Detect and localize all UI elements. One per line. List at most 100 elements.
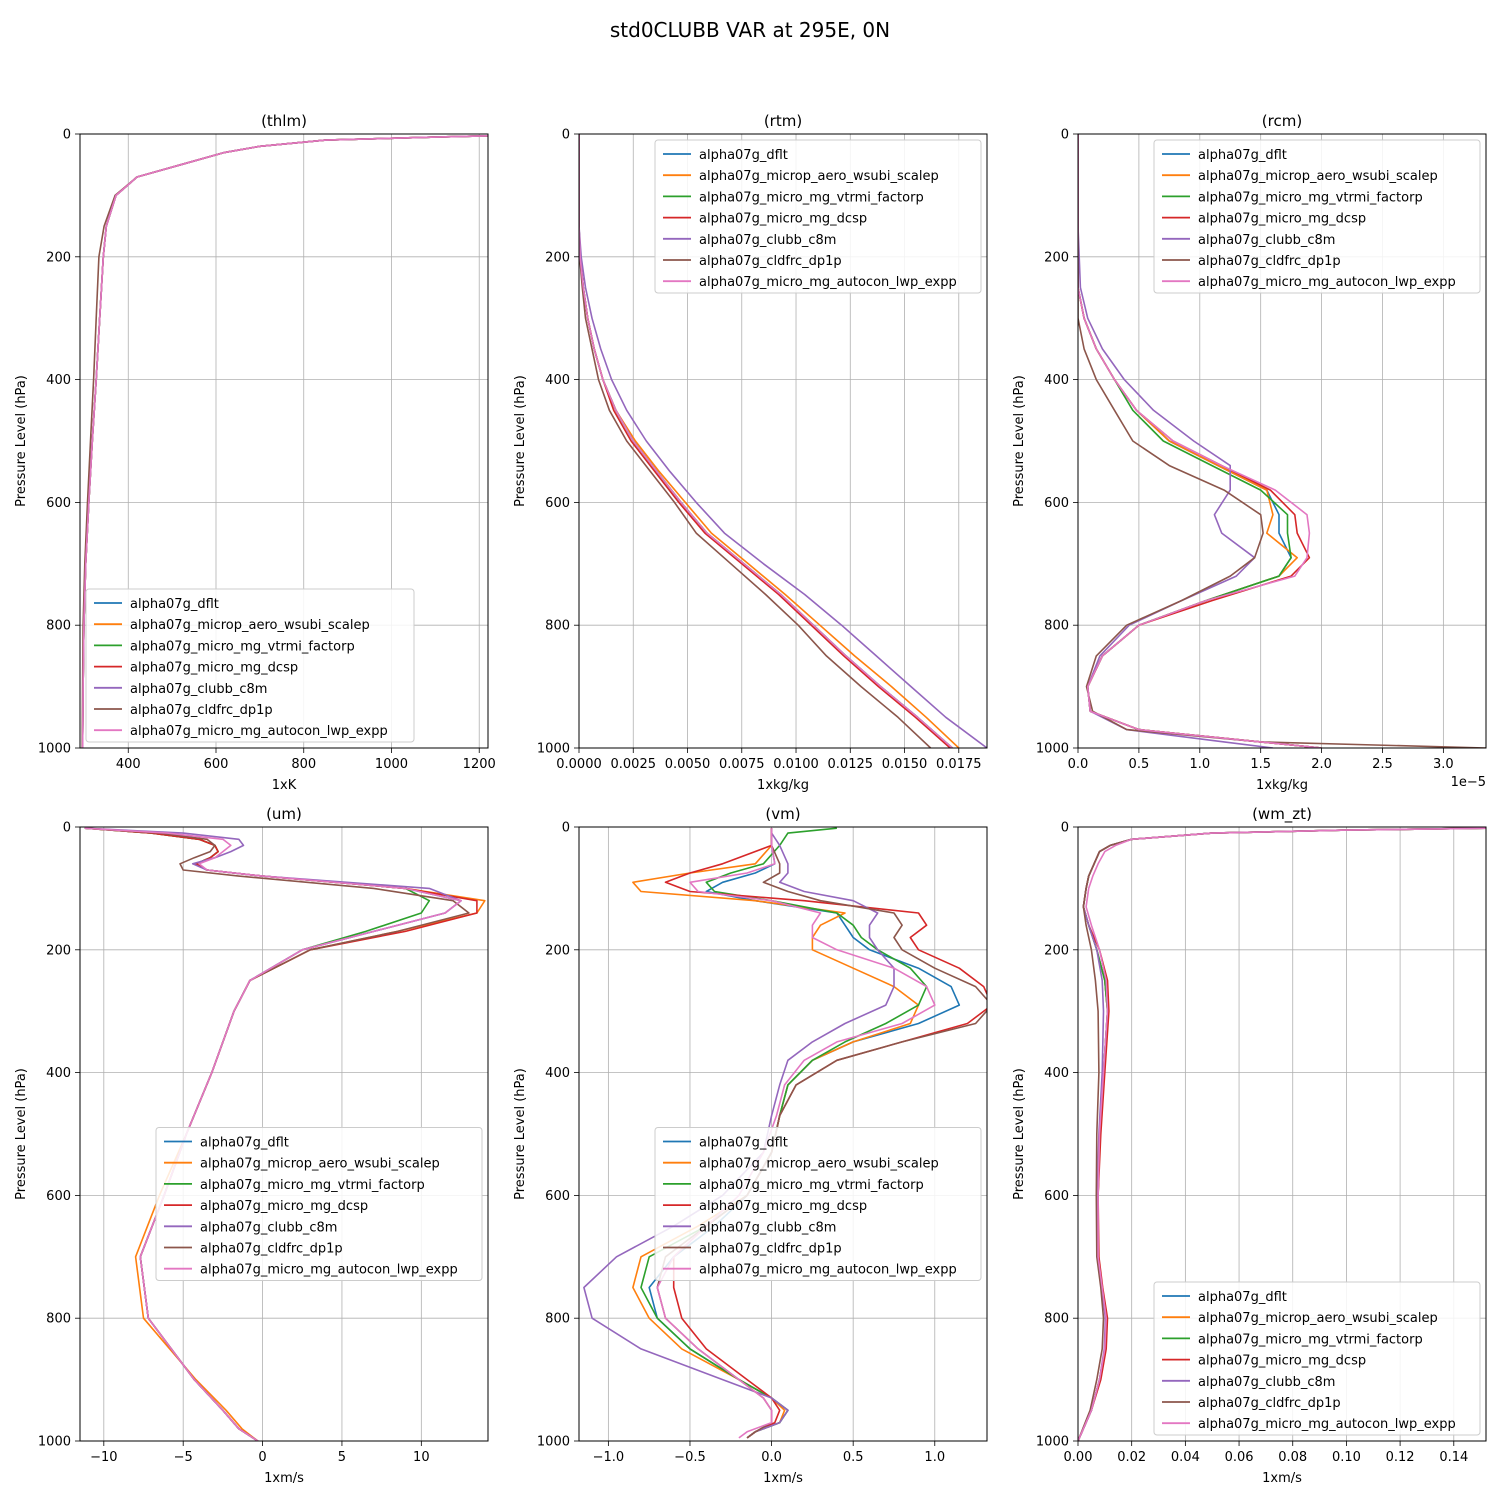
y-tick-label: 200 [46,250,71,265]
panel-title: (wm_zt) [1252,805,1312,824]
x-tick-label: 1200 [463,757,496,772]
y-tick-label: 200 [1044,250,1069,265]
y-tick-label: 400 [545,373,570,388]
legend-entry: alpha07g_microp_aero_wsubi_scalep [200,1157,440,1172]
y-axis-label: Pressure Level (hPa) [1012,1068,1027,1200]
legend-entry: alpha07g_clubb_c8m [130,682,267,697]
axes-frame [1077,826,1487,1442]
legend-entry: alpha07g_micro_mg_dcsp [699,1199,867,1214]
legend-entry: alpha07g_microp_aero_wsubi_scalep [130,618,370,633]
x-tick-label: 800 [291,757,316,772]
y-tick-label: 800 [1044,619,1069,634]
axes-frame [79,133,489,749]
y-tick-label: 400 [46,373,71,388]
y-tick-label: 200 [545,943,570,958]
legend-entry: alpha07g_microp_aero_wsubi_scalep [1198,169,1438,184]
x-tick-label: 1.0 [1189,757,1210,772]
x-tick-label: 2.0 [1311,757,1332,772]
y-tick-label: 0 [1061,128,1069,143]
y-axis-label: Pressure Level (hPa) [1012,375,1027,507]
legend-entry: alpha07g_dflt [1198,148,1287,163]
x-tick-label: −1.0 [593,1450,625,1465]
x-tick-label: 0.14 [1439,1450,1468,1465]
y-tick-label: 600 [46,496,71,511]
x-tick-label: 0.5 [843,1450,864,1465]
legend-entry: alpha07g_dflt [1198,1290,1287,1305]
legend-entry: alpha07g_dflt [130,597,219,612]
series-line-alpha07g_clubb_c8m [579,134,987,748]
legend-entry: alpha07g_micro_mg_dcsp [130,661,298,676]
x-axis-label: 1xkg/kg [757,778,809,793]
panel-thlm: 400 600 800 1000 1200 0 200 400 600 800 1000 (thlm)… [14,112,496,793]
legend-box [1153,1281,1481,1436]
legend-box [85,588,415,743]
legend-entry: alpha07g_micro_mg_autocon_lwp_expp [200,1263,458,1278]
y-tick-label: 400 [545,1066,570,1081]
x-tick-label: 5 [338,1450,346,1465]
y-tick-label: 400 [1044,1066,1069,1081]
panel-rcm: 0.0 0.5 1.0 1.5 2.0 2.5 3.0 0 200 400 600 800 1000 (r… [1012,112,1487,793]
y-tick-label: 400 [46,1066,71,1081]
x-tick-label: 0.08 [1278,1450,1307,1465]
x-tick-label: 0.04 [1171,1450,1200,1465]
legend-entry: alpha07g_micro_mg_autocon_lwp_expp [1198,1417,1456,1432]
x-tick-label: 400 [116,757,141,772]
x-tick-label: 0.0 [761,1450,782,1465]
x-tick-label: −0.5 [674,1450,706,1465]
y-tick-label: 600 [1044,1189,1069,1204]
x-tick-label: 1.5 [1250,757,1271,772]
legend-entry: alpha07g_clubb_c8m [699,233,836,248]
x-tick-label: 0.12 [1386,1450,1415,1465]
y-axis-label: Pressure Level (hPa) [513,375,528,507]
axes-frame [578,133,988,749]
legend-entry: alpha07g_micro_mg_vtrmi_factorp [200,1178,425,1193]
legend-entry: alpha07g_dflt [200,1136,289,1151]
y-tick-label: 1000 [537,1435,570,1450]
legend-entry: alpha07g_dflt [699,148,788,163]
y-tick-label: 0 [562,821,570,836]
y-tick-label: 800 [1044,1312,1069,1327]
x-tick-label: 0.5 [1129,757,1150,772]
x-tick-label: 0.06 [1225,1450,1254,1465]
y-tick-label: 200 [46,943,71,958]
series-line-alpha07g_cldfrc_dp1p [579,134,932,748]
x-tick-label: 0.0125 [828,757,874,772]
series-line-alpha07g_micro_mg_vtrmi_factorp [640,827,928,1439]
y-tick-label: 400 [1044,373,1069,388]
x-tick-label: −10 [90,1450,117,1465]
x-tick-label: −5 [174,1450,193,1465]
series-line-alpha07g_micro_mg_autocon_lwp_expp [656,828,936,1439]
legend-entry: alpha07g_clubb_c8m [699,1220,836,1235]
x-tick-label: 1000 [375,757,408,772]
series-line-alpha07g_micro_mg_autocon_lwp_expp [81,135,488,748]
y-tick-label: 0 [562,128,570,143]
legend-entry: alpha07g_micro_mg_autocon_lwp_expp [130,724,388,739]
y-tick-label: 1000 [1036,1435,1069,1450]
x-tick-label: 0.00 [1064,1450,1093,1465]
x-tick-label: 600 [204,757,229,772]
panel-wm-zt: 0.00 0.02 0.04 0.06 0.08 0.10 0.12 0.14 0 200 400 6… [1012,805,1487,1486]
x-axis-label: 1xm/s [264,1471,304,1486]
x-tick-label: 0.10 [1332,1450,1361,1465]
y-tick-label: 600 [545,496,570,511]
y-tick-label: 0 [63,821,71,836]
y-tick-label: 800 [46,619,71,634]
axes-frame [1077,133,1487,749]
y-tick-label: 1000 [38,1435,71,1450]
x-tick-label: 0.0000 [556,757,602,772]
x-tick-label: 10 [413,1450,430,1465]
legend-entry: alpha07g_micro_mg_dcsp [200,1199,368,1214]
panel-um: −10 −5 0 5 10 0 200 400 600 800 1000 (um) 1xm/s Press… [14,805,489,1486]
x-tick-label: 0.0100 [773,757,819,772]
y-axis-label: Pressure Level (hPa) [14,1068,29,1200]
y-tick-label: 600 [1044,496,1069,511]
series-line-alpha07g_micro_mg_autocon_lwp_expp [1078,827,1486,1441]
legend-entry: alpha07g_dflt [699,1136,788,1151]
legend-entry: alpha07g_micro_mg_dcsp [1198,1354,1366,1369]
x-tick-label: 0.0025 [611,757,657,772]
x-tick-label: 0.02 [1117,1450,1146,1465]
series-line-alpha07g_micro_mg_autocon_lwp_expp [579,134,953,748]
series-line-alpha07g_micro_mg_autocon_lwp_expp [1078,134,1322,748]
legend: alpha07g_dflt alpha07g_microp_aero_wsubi_… [155,1127,483,1281]
legend: alpha07g_dflt alpha07g_microp_aero_wsubi_… [654,1127,982,1281]
